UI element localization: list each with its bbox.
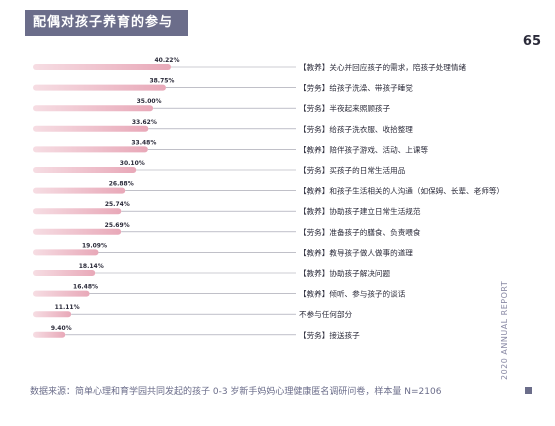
bar	[33, 84, 166, 91]
bar-value-label: 19.09%	[82, 242, 107, 249]
bar-value-label: 16.48%	[73, 284, 98, 291]
category-label: 不参与任何部分	[299, 309, 353, 319]
bar-value-label: 25.69%	[105, 222, 130, 229]
bar-value-label: 30.10%	[120, 160, 145, 167]
page-number: 65	[522, 34, 541, 49]
category-label: 【教养】关心并回应孩子的需求，陪孩子处理情绪	[299, 62, 466, 72]
bar-value-label: 35.00%	[137, 98, 162, 105]
bar-value-label: 9.40%	[51, 325, 72, 332]
category-label: 【教养】倾听、参与孩子的谈话	[299, 289, 406, 299]
category-label: 【劳务】准备孩子的膳食、负责喂食	[299, 227, 421, 237]
bar	[33, 311, 72, 318]
bar-value-label: 26.88%	[109, 181, 134, 188]
bar	[33, 290, 90, 297]
bar-value-label: 38.75%	[149, 78, 174, 85]
bar	[33, 270, 96, 276]
category-label: 【劳务】接送孩子	[299, 330, 360, 340]
bar-value-label: 33.48%	[131, 139, 156, 146]
bar	[33, 125, 149, 132]
category-label: 【教养】陪伴孩子游戏、活动、上课等	[299, 144, 428, 154]
category-label: 【教养】教导孩子做人做事的道理	[299, 247, 413, 257]
category-label: 【劳务】半夜起来照顾孩子	[299, 103, 391, 113]
bar-value-label: 40.22%	[155, 57, 180, 64]
annual-report-side-label: 2020 ANNUAL REPORT	[500, 280, 509, 380]
bar	[33, 228, 122, 235]
bar-value-label: 11.11%	[55, 304, 80, 311]
bar	[33, 208, 122, 215]
bar	[33, 331, 66, 338]
data-source-footnote: 数据来源：简单心理和育学园共同发起的孩子 0-3 岁新手妈妈心理健康匿名调研问卷…	[30, 387, 442, 397]
bar	[33, 105, 154, 112]
bar-value-label: 33.62%	[132, 119, 157, 126]
bar	[33, 249, 99, 256]
bar-chart: 40.22% 【教养】关心并回应孩子的需求，陪孩子处理情绪 38.75% 【劳务】给孩…	[33, 57, 504, 340]
category-label: 【劳务】买孩子的日常生活用品	[299, 165, 406, 175]
category-label: 【教养】协助孩子解决问题	[299, 268, 391, 278]
category-label: 【教养】协助孩子建立日常生活规范	[299, 206, 421, 216]
bar	[33, 146, 148, 153]
bar-value-label: 25.74%	[105, 201, 130, 208]
category-label: 【教养】和孩子生活相关的人沟通（如保姆、长辈、老师等）	[299, 186, 504, 196]
bar-value-label: 18.14%	[79, 263, 104, 270]
category-label: 【劳务】给孩子洗衣服、收拾整理	[299, 124, 413, 134]
bar	[33, 64, 171, 70]
bar	[33, 167, 137, 173]
page-title: 配偶对孩子养育的参与	[25, 10, 188, 36]
side-decoration-square	[525, 387, 532, 394]
bar	[33, 187, 126, 194]
category-label: 【劳务】给孩子洗澡、带孩子睡觉	[299, 83, 413, 93]
